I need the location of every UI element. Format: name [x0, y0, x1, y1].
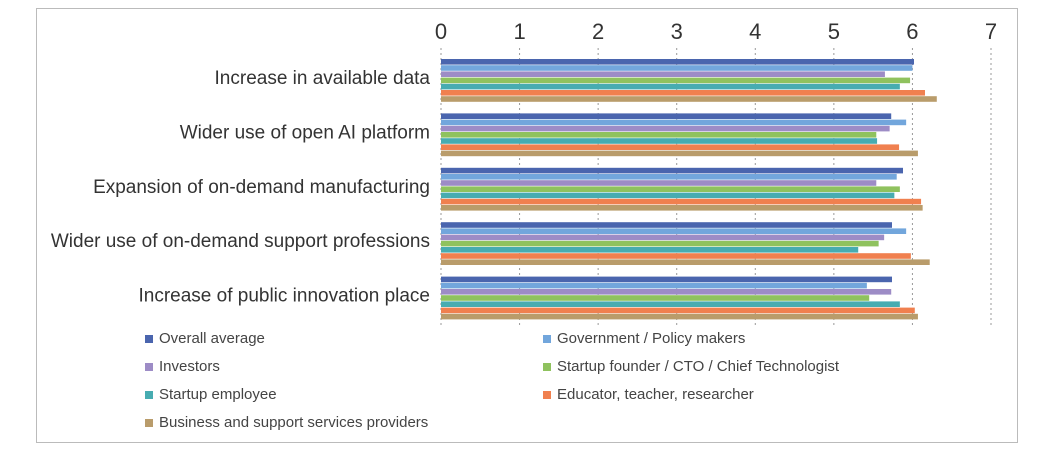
category-label: Wider use of on-demand support professio…	[51, 231, 430, 252]
legend-label: Educator, teacher, researcher	[557, 386, 754, 403]
bar	[441, 192, 895, 199]
legend-label: Startup founder / CTO / Chief Technologi…	[557, 358, 840, 375]
bar	[441, 90, 925, 96]
bar	[441, 186, 900, 192]
legend-swatch	[145, 391, 153, 399]
bar	[441, 307, 915, 314]
bar	[441, 198, 922, 205]
x-tick-label: 5	[828, 19, 840, 44]
bar	[441, 228, 907, 234]
legend-label: Startup employee	[159, 386, 277, 403]
legend-swatch	[145, 419, 153, 427]
bar	[441, 77, 911, 84]
x-tick-label: 6	[906, 19, 918, 44]
bar	[441, 174, 897, 180]
bar	[441, 144, 900, 150]
bar	[441, 180, 877, 186]
bar	[441, 240, 879, 247]
bar	[441, 119, 907, 126]
legend-swatch	[543, 335, 551, 343]
bar	[441, 276, 892, 283]
bar	[441, 313, 918, 320]
legend-swatch	[543, 363, 551, 371]
bar	[441, 301, 900, 307]
category-label: Expansion of on-demand manufacturing	[93, 177, 430, 198]
legend-label: Government / Policy makers	[557, 330, 745, 347]
legend-swatch	[145, 335, 153, 343]
bar	[441, 205, 923, 211]
legend-swatch	[145, 363, 153, 371]
bar	[441, 167, 903, 174]
bar	[441, 234, 885, 241]
category-label: Increase of public innovation place	[138, 286, 430, 307]
legend-label: Overall average	[159, 330, 265, 347]
bar	[441, 138, 878, 144]
bar	[441, 59, 914, 65]
legend-label: Business and support services providers	[159, 414, 428, 431]
bar	[441, 282, 867, 289]
bar	[441, 289, 892, 295]
category-label: Increase in available data	[215, 68, 431, 89]
legend-swatch	[543, 391, 551, 399]
bar	[441, 295, 870, 301]
bar	[441, 253, 911, 259]
x-tick-label: 7	[985, 19, 997, 44]
legend-label: Investors	[159, 358, 220, 375]
bar	[441, 83, 900, 90]
bar	[441, 71, 885, 77]
x-tick-label: 0	[435, 19, 447, 44]
bar	[441, 132, 877, 138]
x-tick-label: 3	[671, 19, 683, 44]
bar	[441, 96, 937, 102]
bar	[441, 113, 892, 119]
bar	[441, 222, 892, 228]
bar	[441, 65, 913, 71]
bar	[441, 259, 930, 265]
bar	[441, 125, 890, 132]
category-label: Wider use of open AI platform	[180, 122, 430, 143]
x-tick-label: 1	[513, 19, 525, 44]
bar	[441, 150, 918, 157]
x-tick-label: 2	[592, 19, 604, 44]
x-tick-label: 4	[749, 19, 761, 44]
bar	[441, 247, 859, 253]
